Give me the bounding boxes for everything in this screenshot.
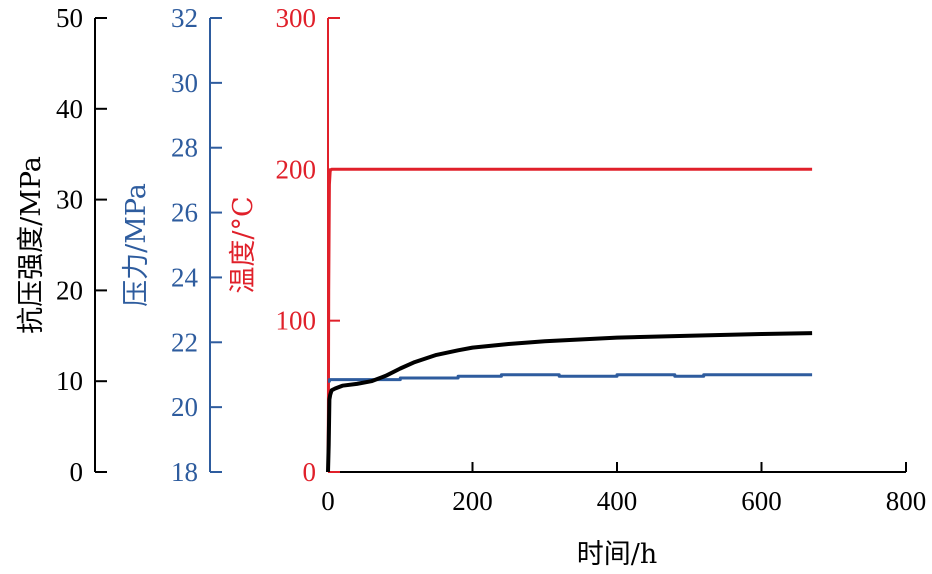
x-tick-label: 600 [741, 486, 782, 516]
ticks-group: 0 10 20 30 40 50 18 20 22 24 26 28 30 32 0 100 200 300 0 20… [56, 3, 926, 516]
temperature-tick-label: 300 [276, 3, 317, 33]
strength-tick-label: 20 [56, 275, 83, 305]
strength-tick-label: 30 [56, 185, 83, 215]
strength-series-line [326, 331, 813, 473]
x-tick-label: 400 [597, 486, 638, 516]
pressure-tick-label: 22 [171, 327, 198, 357]
temperature-series-line [326, 167, 813, 473]
pressure-tick-label: 20 [171, 392, 198, 422]
strength-tick-label: 50 [56, 3, 83, 33]
temperature-tick-label: 100 [276, 306, 317, 336]
axes-group [94, 18, 906, 473]
plot-area [326, 167, 813, 473]
x-tick-label: 0 [321, 486, 335, 516]
pressure-tick-label: 18 [171, 457, 198, 487]
temperature-tick-label: 0 [303, 457, 317, 487]
strength-tick-label: 0 [70, 457, 84, 487]
strength-tick-label: 10 [56, 366, 83, 396]
strength-axis-title: 抗压强度/MPa [16, 156, 47, 334]
pressure-tick-label: 26 [171, 198, 198, 228]
pressure-tick-label: 30 [171, 68, 198, 98]
pressure-axis-title: 压力/MPa [121, 183, 152, 307]
x-axis-title: 时间/h [577, 539, 658, 570]
pressure-tick-label: 28 [171, 133, 198, 163]
temperature-axis-title: 温度/°C [228, 196, 259, 293]
strength-tick-label: 40 [56, 94, 83, 124]
x-tick-label: 800 [886, 486, 927, 516]
pressure-tick-label: 24 [171, 262, 199, 292]
temperature-tick-label: 200 [276, 154, 317, 184]
x-tick-label: 200 [452, 486, 493, 516]
pressure-tick-label: 32 [171, 3, 198, 33]
pressure-series-line [327, 373, 813, 383]
